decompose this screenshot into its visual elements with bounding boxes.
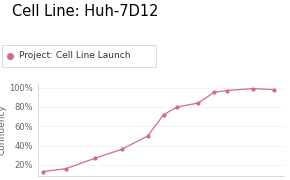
Project: Cell Line Launch: (115, 0.72): Cell Line Launch: (115, 0.72)	[162, 114, 165, 116]
Project: Cell Line Launch: (128, 0.8): Cell Line Launch: (128, 0.8)	[175, 106, 179, 108]
Project: Cell Line Launch: (148, 0.84): Cell Line Launch: (148, 0.84)	[196, 102, 200, 104]
Project: Cell Line Launch: (75, 0.36): Cell Line Launch: (75, 0.36)	[120, 148, 123, 150]
FancyBboxPatch shape	[2, 45, 156, 67]
Project: Cell Line Launch: (163, 0.95): Cell Line Launch: (163, 0.95)	[212, 91, 216, 94]
Line: Project: Cell Line Launch: Project: Cell Line Launch	[41, 87, 275, 173]
Project: Cell Line Launch: (0, 0.13): Cell Line Launch: (0, 0.13)	[41, 170, 45, 173]
Y-axis label: Confluency: Confluency	[0, 104, 6, 155]
Project: Cell Line Launch: (100, 0.5): Cell Line Launch: (100, 0.5)	[146, 135, 150, 137]
Text: Project: Cell Line Launch: Project: Cell Line Launch	[19, 51, 130, 60]
Project: Cell Line Launch: (175, 0.97): Cell Line Launch: (175, 0.97)	[225, 89, 228, 92]
Project: Cell Line Launch: (200, 0.99): Cell Line Launch: (200, 0.99)	[251, 87, 254, 90]
Text: Cell Line: Huh-7D12: Cell Line: Huh-7D12	[12, 4, 158, 19]
Project: Cell Line Launch: (50, 0.27): Cell Line Launch: (50, 0.27)	[94, 157, 97, 159]
Project: Cell Line Launch: (220, 0.98): Cell Line Launch: (220, 0.98)	[272, 89, 276, 91]
Project: Cell Line Launch: (22, 0.16): Cell Line Launch: (22, 0.16)	[64, 168, 68, 170]
